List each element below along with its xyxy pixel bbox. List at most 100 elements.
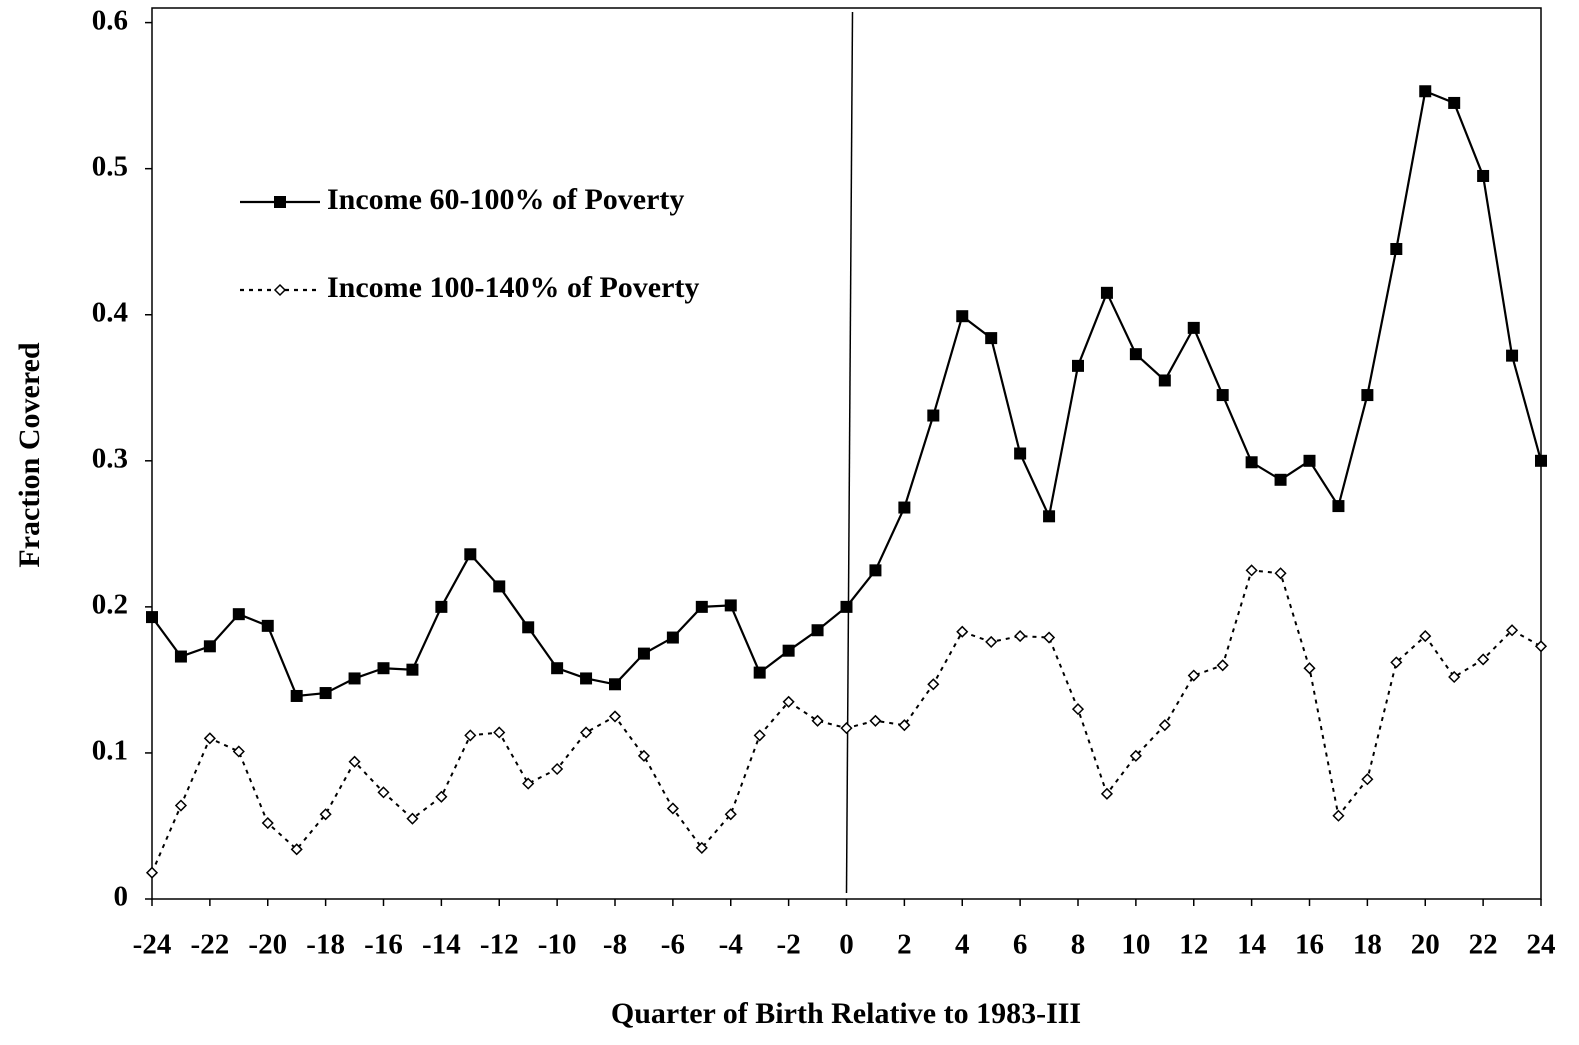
- point: [782, 644, 795, 657]
- x-tick-label: -22: [191, 929, 230, 961]
- x-tick-label: 2: [897, 929, 912, 961]
- point: [1390, 243, 1403, 256]
- y-tick-label: 0.4: [92, 296, 128, 328]
- point: [1072, 359, 1084, 372]
- point: [956, 625, 969, 638]
- point: [290, 689, 303, 702]
- point: [724, 599, 737, 612]
- y-tick-label: 0.2: [92, 589, 128, 621]
- x-tick-label: 6: [1013, 929, 1028, 961]
- x-tick-label: -16: [364, 929, 403, 961]
- point: [1187, 669, 1200, 682]
- point: [1216, 389, 1229, 402]
- point: [261, 619, 274, 632]
- point: [1477, 653, 1490, 666]
- x-axis-title: Quarter of Birth Relative to 1983-III: [611, 997, 1081, 1030]
- point: [406, 663, 419, 676]
- point: [406, 812, 419, 825]
- point: [232, 745, 245, 758]
- point: [1448, 96, 1461, 109]
- point: [522, 777, 535, 790]
- point: [753, 666, 766, 679]
- point: [232, 608, 245, 621]
- point: [1158, 719, 1171, 732]
- x-tick-label: 24: [1527, 929, 1556, 961]
- point: [377, 662, 390, 675]
- point: [666, 631, 679, 644]
- point: [1303, 662, 1316, 675]
- y-axis-title: Fraction Covered: [13, 342, 46, 568]
- point: [1274, 567, 1287, 580]
- point: [1187, 321, 1200, 334]
- point: [203, 732, 216, 745]
- point: [348, 672, 361, 685]
- y-tick-label: 0.3: [92, 442, 128, 474]
- point: [319, 808, 332, 821]
- point: [1505, 624, 1519, 637]
- reference-line: [845, 11, 854, 894]
- point: [1332, 500, 1345, 513]
- x-tick-label: -4: [719, 929, 743, 961]
- point: [1535, 454, 1547, 467]
- point: [898, 719, 911, 732]
- point: [464, 729, 477, 742]
- x-tick-label: 4: [955, 929, 970, 961]
- point: [348, 755, 361, 768]
- point: [609, 678, 621, 691]
- legend-label: Income 100-140% of Poverty: [327, 271, 699, 304]
- x-tick-label: -24: [133, 929, 172, 961]
- point: [1477, 169, 1490, 182]
- point: [985, 635, 998, 648]
- point: [435, 600, 448, 613]
- point: [898, 501, 911, 514]
- legend-label: Income 60-100% of Poverty: [327, 183, 684, 216]
- y-tick-label: 0: [114, 881, 129, 913]
- y-tick-label: 0.6: [92, 4, 128, 36]
- point: [1274, 473, 1287, 486]
- point: [1014, 447, 1027, 460]
- point: [551, 662, 564, 675]
- point: [1419, 630, 1432, 643]
- point: [695, 841, 708, 854]
- point: [1129, 348, 1142, 361]
- point: [1303, 454, 1316, 467]
- point: [1361, 389, 1374, 402]
- point: [666, 802, 679, 815]
- point: [1158, 374, 1171, 387]
- point: [435, 790, 448, 803]
- y-tick-label: 0.1: [92, 735, 128, 767]
- point: [580, 726, 593, 739]
- x-tick-label: 18: [1353, 929, 1382, 961]
- point: [869, 714, 882, 727]
- point: [290, 843, 303, 856]
- point: [695, 600, 708, 613]
- x-tick-label: -18: [306, 929, 345, 961]
- point: [840, 722, 853, 735]
- plot-frame: [151, 7, 1542, 900]
- point: [580, 672, 593, 685]
- point: [145, 866, 159, 879]
- x-tick-label: 14: [1237, 929, 1266, 961]
- point: [551, 762, 564, 776]
- x-tick-label: -12: [480, 929, 519, 961]
- x-tick-label: 22: [1469, 929, 1498, 961]
- point: [522, 621, 535, 634]
- point: [811, 714, 824, 727]
- y-tick-label: 0.5: [92, 150, 128, 182]
- point: [1071, 703, 1085, 716]
- x-tick-label: -2: [777, 929, 801, 961]
- x-tick-label: -8: [603, 929, 627, 961]
- point: [1129, 749, 1142, 762]
- x-tick-label: 16: [1295, 929, 1324, 961]
- x-tick-label: -14: [422, 929, 461, 961]
- point: [1042, 631, 1056, 644]
- point: [927, 678, 940, 691]
- point: [1419, 85, 1432, 98]
- point: [1448, 670, 1461, 684]
- point: [724, 808, 737, 821]
- legend-marker: [273, 283, 287, 297]
- point: [840, 600, 853, 613]
- point: [637, 749, 650, 762]
- point: [319, 687, 332, 700]
